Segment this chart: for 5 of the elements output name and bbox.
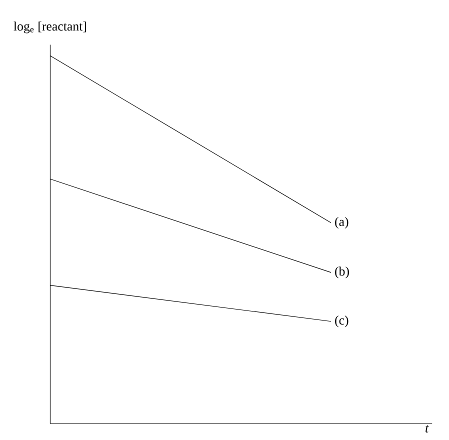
series-label: (a) <box>335 217 348 229</box>
x-axis-title: t <box>426 425 429 433</box>
series-label: (b) <box>335 266 349 278</box>
series-label: (c) <box>335 316 348 328</box>
y-axis-title: log$_{e}$ [reactant] <box>14 22 86 34</box>
